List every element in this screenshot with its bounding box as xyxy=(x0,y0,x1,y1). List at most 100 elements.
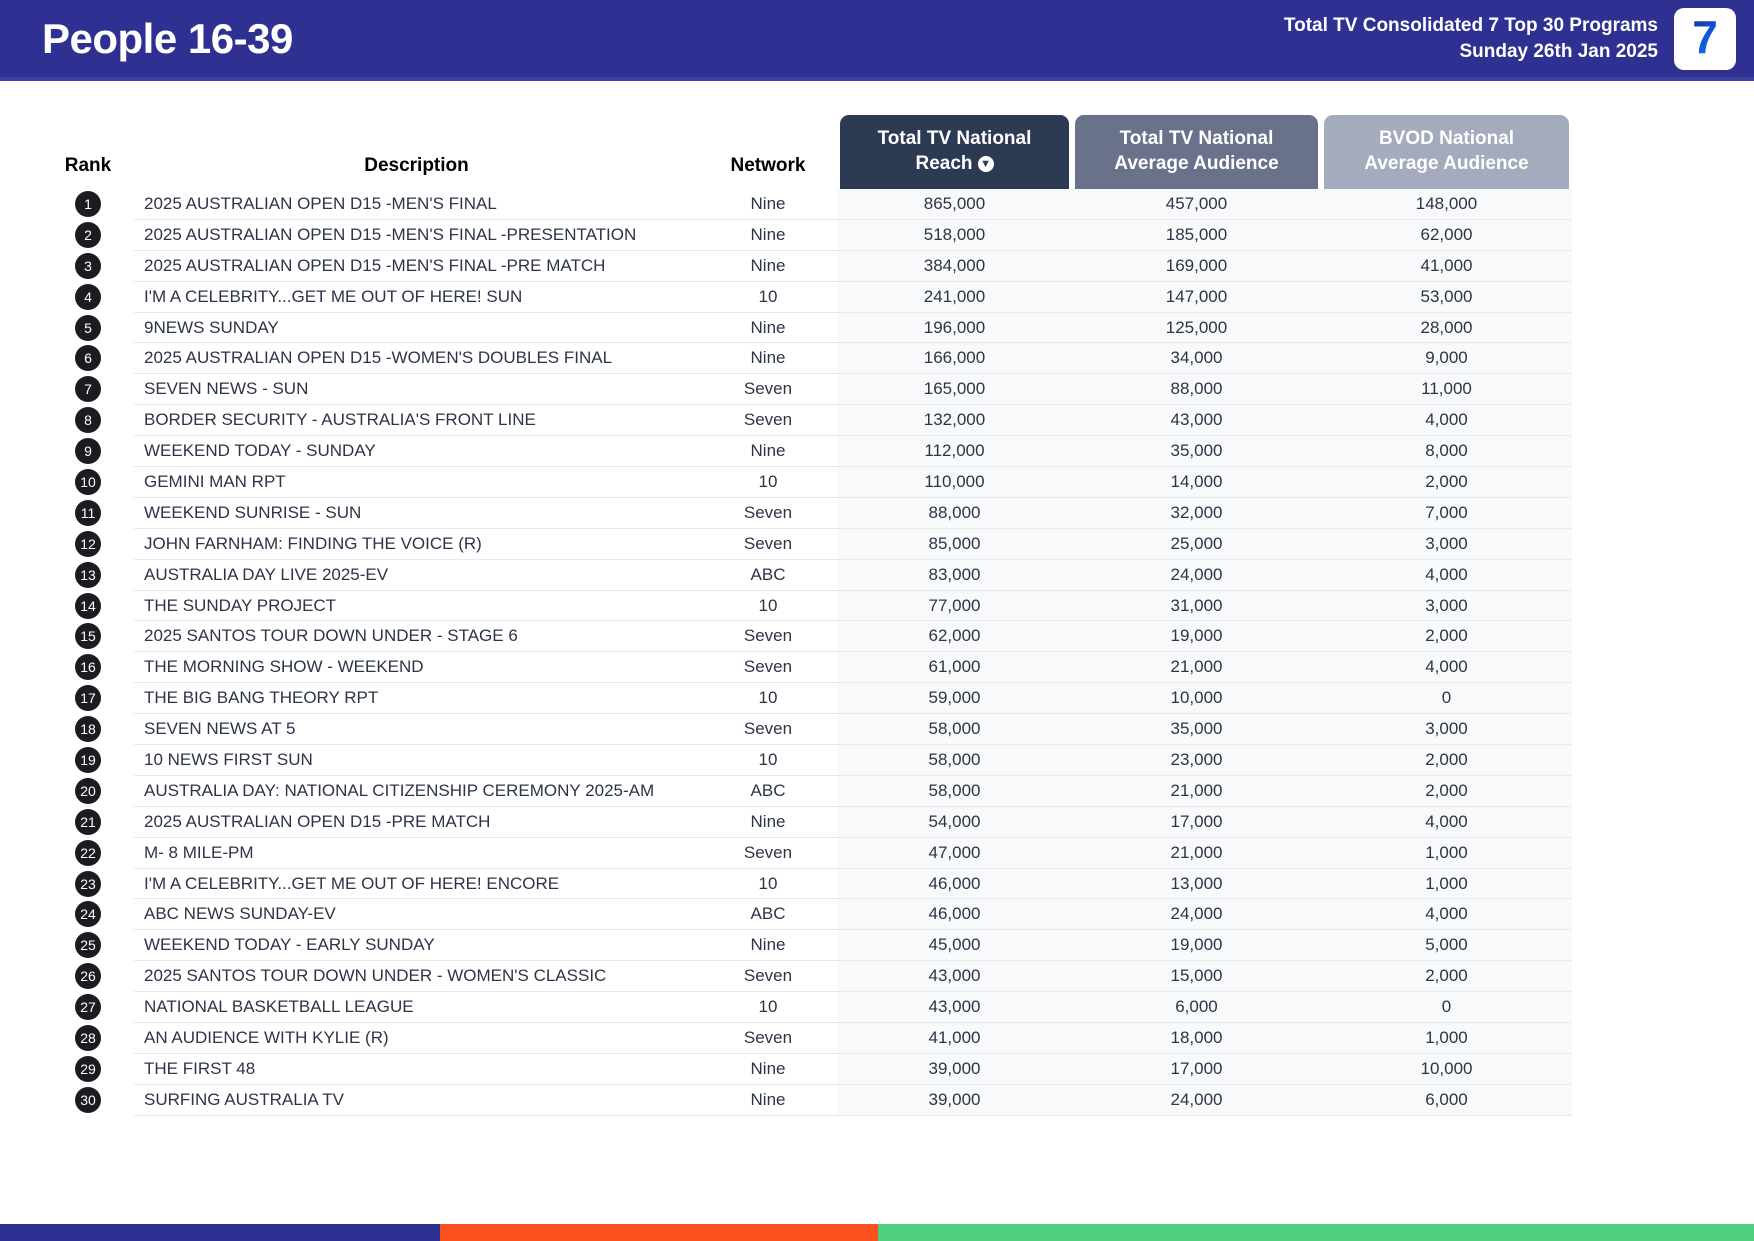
rank-cell: 5 xyxy=(42,312,134,343)
total-tv-average-audience-cell: 24,000 xyxy=(1072,1084,1321,1116)
table-row[interactable]: 28 AN AUDIENCE WITH KYLIE (R) Seven 41,000 1… xyxy=(42,1022,1572,1054)
rank-badge: 21 xyxy=(75,808,101,835)
total-tv-reach-cell: 45,000 xyxy=(837,929,1072,962)
bvod-average-audience-cell: 4,000 xyxy=(1321,806,1572,838)
rank-cell: 13 xyxy=(42,559,134,590)
total-tv-average-audience-cell: 14,000 xyxy=(1072,466,1321,498)
total-tv-average-audience-cell: 88,000 xyxy=(1072,373,1321,406)
table-row[interactable]: 3 2025 AUSTRALIAN OPEN D15 -MEN'S FINAL -… xyxy=(42,250,1572,282)
rank-badge: 23 xyxy=(75,870,101,897)
table-row[interactable]: 12 JOHN FARNHAM: FINDING THE VOICE (R) Sev… xyxy=(42,528,1572,560)
table-row[interactable]: 4 I'M A CELEBRITY...GET ME OUT OF HERE! S… xyxy=(42,281,1572,313)
description-cell: THE BIG BANG THEORY RPT xyxy=(134,682,699,715)
total-tv-reach-cell: 865,000 xyxy=(837,189,1072,220)
network-cell: Nine xyxy=(699,312,837,344)
description-cell: 2025 AUSTRALIAN OPEN D15 -WOMEN'S DOUBLE… xyxy=(134,342,699,375)
column-header-description[interactable]: Description xyxy=(364,155,469,176)
table-row[interactable]: 5 9NEWS SUNDAY Nine 196,000 125,000 28,000 xyxy=(42,312,1572,344)
table-row[interactable]: 18 SEVEN NEWS AT 5 Seven 58,000 35,000 3,000 xyxy=(42,713,1572,746)
table-row[interactable]: 21 2025 AUSTRALIAN OPEN D15 -PRE MATCH Nin… xyxy=(42,806,1572,838)
rank-badge: 18 xyxy=(75,716,101,743)
total-tv-average-audience-cell: 23,000 xyxy=(1072,744,1321,776)
description-cell: THE SUNDAY PROJECT xyxy=(134,590,699,622)
table-row[interactable]: 27 NATIONAL BASKETBALL LEAGUE 10 43,000 6,00… xyxy=(42,991,1572,1024)
column-header-total-tv-average-audience[interactable]: Total TV National Average Audience xyxy=(1072,95,1321,189)
metric2-line1: Total TV National xyxy=(1119,128,1274,150)
rank-badge: 26 xyxy=(75,963,101,990)
network-cell: Seven xyxy=(699,497,837,529)
rank-cell: 26 xyxy=(42,961,134,992)
total-tv-average-audience-cell: 24,000 xyxy=(1072,559,1321,591)
bvod-average-audience-cell: 53,000 xyxy=(1321,281,1572,313)
rank-badge: 24 xyxy=(75,901,101,928)
total-tv-average-audience-cell: 19,000 xyxy=(1072,929,1321,962)
table-row[interactable]: 24 ABC NEWS SUNDAY-EV ABC 46,000 24,000 4,000 xyxy=(42,898,1572,931)
report-title: Total TV Consolidated 7 Top 30 Programs xyxy=(1283,14,1658,36)
network-cell: Seven xyxy=(699,528,837,560)
table-row[interactable]: 7 SEVEN NEWS - SUN Seven 165,000 88,000 11,00… xyxy=(42,373,1572,406)
column-header-network[interactable]: Network xyxy=(730,155,806,176)
bvod-average-audience-cell: 3,000 xyxy=(1321,528,1572,560)
table-row[interactable]: 25 WEEKEND TODAY - EARLY SUNDAY Nine 45,000… xyxy=(42,929,1572,962)
table-row[interactable]: 1 2025 AUSTRALIAN OPEN D15 -MEN'S FINAL Ni… xyxy=(42,189,1572,220)
description-cell: I'M A CELEBRITY...GET ME OUT OF HERE! EN… xyxy=(134,868,699,900)
table-row[interactable]: 22 M- 8 MILE-PM Seven 47,000 21,000 1,000 xyxy=(42,837,1572,869)
column-header-rank[interactable]: Rank xyxy=(64,155,112,176)
description-cell: NATIONAL BASKETBALL LEAGUE xyxy=(134,991,699,1024)
bvod-average-audience-cell: 7,000 xyxy=(1321,497,1572,529)
column-header-bvod-average-audience[interactable]: BVOD National Average Audience xyxy=(1321,95,1572,189)
rank-badge: 2 xyxy=(75,221,101,248)
total-tv-average-audience-cell: 43,000 xyxy=(1072,404,1321,437)
total-tv-average-audience-cell: 35,000 xyxy=(1072,435,1321,468)
rank-cell: 11 xyxy=(42,497,134,528)
table-row[interactable]: 14 THE SUNDAY PROJECT 10 77,000 31,000 3,000 xyxy=(42,590,1572,622)
total-tv-reach-cell: 518,000 xyxy=(837,219,1072,251)
rank-badge: 16 xyxy=(75,654,101,681)
network-cell: 10 xyxy=(699,744,837,776)
network-cell: Nine xyxy=(699,929,837,962)
report-sheet: Rank Description Network Total TV Nation… xyxy=(0,95,1754,1116)
table-row[interactable]: 26 2025 SANTOS TOUR DOWN UNDER - WOMEN'S … xyxy=(42,960,1572,993)
total-tv-reach-cell: 384,000 xyxy=(837,250,1072,282)
total-tv-average-audience-cell: 32,000 xyxy=(1072,497,1321,529)
total-tv-reach-cell: 39,000 xyxy=(837,1053,1072,1085)
table-row[interactable]: 20 AUSTRALIA DAY: NATIONAL CITIZENSHIP CE… xyxy=(42,775,1572,807)
rank-cell: 12 xyxy=(42,528,134,559)
total-tv-average-audience-cell: 19,000 xyxy=(1072,620,1321,653)
rank-badge: 4 xyxy=(75,283,101,310)
table-row[interactable]: 10 GEMINI MAN RPT 10 110,000 14,000 2,000 xyxy=(42,466,1572,498)
total-tv-average-audience-cell: 21,000 xyxy=(1072,837,1321,869)
network-cell: Seven xyxy=(699,651,837,684)
bvod-average-audience-cell: 4,000 xyxy=(1321,898,1572,931)
table-row[interactable]: 2 2025 AUSTRALIAN OPEN D15 -MEN'S FINAL -… xyxy=(42,219,1572,251)
sort-descending-icon[interactable]: ▼ xyxy=(977,156,994,172)
network-cell: Nine xyxy=(699,1084,837,1116)
table-row[interactable]: 16 THE MORNING SHOW - WEEKEND Seven 61,000 2… xyxy=(42,651,1572,684)
rank-badge: 11 xyxy=(75,499,101,526)
description-cell: THE MORNING SHOW - WEEKEND xyxy=(134,651,699,684)
table-row[interactable]: 23 I'M A CELEBRITY...GET ME OUT OF HERE! … xyxy=(42,868,1572,900)
table-row[interactable]: 19 10 NEWS FIRST SUN 10 58,000 23,000 2,000 xyxy=(42,744,1572,776)
bvod-average-audience-cell: 1,000 xyxy=(1321,837,1572,869)
table-row[interactable]: 13 AUSTRALIA DAY LIVE 2025-EV ABC 83,000 24,… xyxy=(42,559,1572,591)
total-tv-average-audience-cell: 17,000 xyxy=(1072,1053,1321,1085)
table-row[interactable]: 8 BORDER SECURITY - AUSTRALIA'S FRONT LIN… xyxy=(42,404,1572,437)
network-cell: Seven xyxy=(699,373,837,406)
rank-badge: 1 xyxy=(75,191,101,218)
rank-badge: 3 xyxy=(75,252,101,279)
description-cell: 2025 SANTOS TOUR DOWN UNDER - STAGE 6 xyxy=(134,620,699,653)
rank-cell: 27 xyxy=(42,992,134,1023)
table-row[interactable]: 9 WEEKEND TODAY - SUNDAY Nine 112,000 35,000… xyxy=(42,435,1572,468)
bvod-average-audience-cell: 2,000 xyxy=(1321,466,1572,498)
table-row[interactable]: 30 SURFING AUSTRALIA TV Nine 39,000 24,000 6,… xyxy=(42,1084,1572,1116)
metric2-line2: Average Audience xyxy=(1114,153,1279,174)
rank-cell: 18 xyxy=(42,714,134,745)
table-row[interactable]: 11 WEEKEND SUNRISE - SUN Seven 88,000 32,000… xyxy=(42,497,1572,529)
table-row[interactable]: 6 2025 AUSTRALIAN OPEN D15 -WOMEN'S DOUBL… xyxy=(42,342,1572,375)
column-header-total-tv-reach[interactable]: Total TV National Reach ▼ xyxy=(837,95,1072,189)
bvod-average-audience-cell: 4,000 xyxy=(1321,559,1572,591)
table-row[interactable]: 29 THE FIRST 48 Nine 39,000 17,000 10,000 xyxy=(42,1053,1572,1085)
table-row[interactable]: 17 THE BIG BANG THEORY RPT 10 59,000 10,000 0 xyxy=(42,682,1572,715)
seven-network-logo: 7 xyxy=(1674,7,1736,70)
